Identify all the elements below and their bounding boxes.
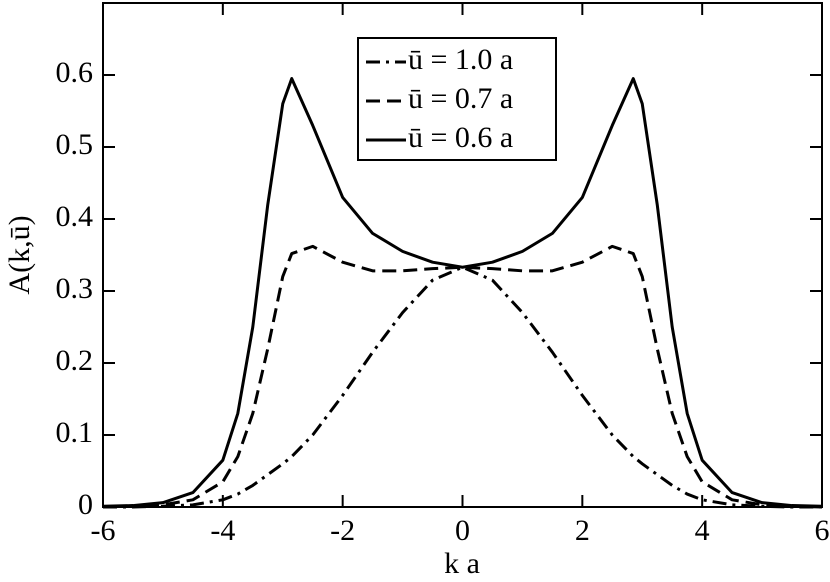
x-tick-label: -2 <box>330 514 355 547</box>
x-tick-label: 6 <box>815 514 830 547</box>
y-tick-label: 0.5 <box>56 128 94 161</box>
y-axis-label: A(k,ū) <box>3 215 36 294</box>
y-tick-label: 0.4 <box>56 200 94 233</box>
x-tick-label: 0 <box>455 514 470 547</box>
x-tick-label: 2 <box>575 514 590 547</box>
legend-label: ū = 0.6 a <box>408 121 513 154</box>
legend-label: ū = 1.0 a <box>408 43 513 76</box>
y-tick-label: 0.1 <box>56 416 94 449</box>
series-line <box>103 265 822 509</box>
series-line <box>102 77 823 508</box>
y-tick-label: 0.3 <box>56 272 94 305</box>
series-line <box>102 244 823 509</box>
x-tick-label: 4 <box>695 514 710 547</box>
legend-label: ū = 0.7 a <box>408 82 513 115</box>
y-tick-label: 0.2 <box>56 344 94 377</box>
y-tick-label: 0.6 <box>56 56 94 89</box>
y-tick-label: 0 <box>78 488 93 521</box>
x-axis-label: k a <box>444 547 480 580</box>
x-tick-label: -4 <box>210 514 235 547</box>
x-tick-label: -6 <box>91 514 116 547</box>
